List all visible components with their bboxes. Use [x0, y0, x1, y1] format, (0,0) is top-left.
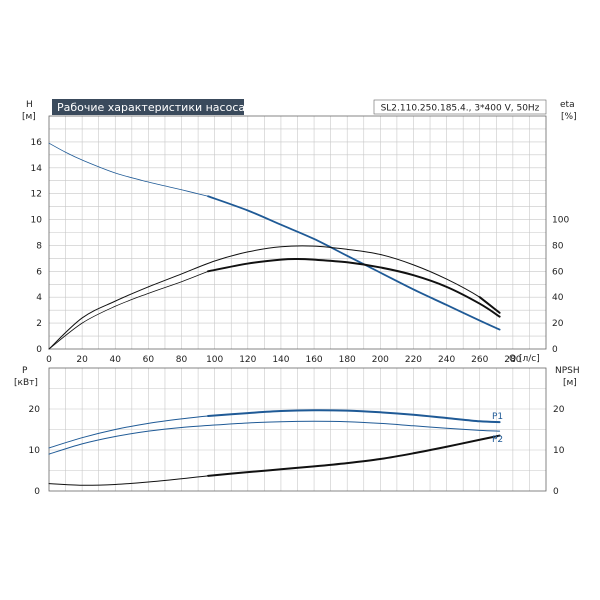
y-left-tick-label: 0	[36, 345, 42, 355]
y-left-label-bottom-1: P	[22, 366, 28, 376]
x-tick-label: 40	[110, 355, 122, 365]
y-left-tick-label: 6	[36, 267, 42, 277]
top-grid	[49, 116, 546, 349]
y-right-label-bottom-2: [м]	[563, 378, 577, 388]
x-tick-label: 240	[438, 355, 455, 365]
chart-title: Рабочие характеристики насоса	[52, 99, 245, 115]
y-right-tick-label: 60	[552, 267, 564, 277]
top-series	[48, 142, 501, 350]
y-left-tick-label: 12	[31, 190, 42, 200]
x-tick-label: 160	[305, 355, 322, 365]
series-label-p2: P2	[492, 435, 503, 445]
model-text: SL2.110.250.185.4., 3*400 V, 50Hz	[381, 104, 540, 114]
y-left-tick-label: 2	[36, 319, 42, 329]
title-text: Рабочие характеристики насоса	[57, 101, 245, 114]
x-tick-label: 20	[76, 355, 88, 365]
p-tick-label: 10	[29, 446, 41, 456]
series-line-NPSH-duty	[207, 434, 501, 477]
y-right-tick-label: 0	[552, 345, 558, 355]
bottom-series	[48, 409, 501, 486]
top-plot-frame	[48, 115, 547, 350]
npsh-tick-label: 0	[553, 487, 559, 497]
model-box	[373, 99, 547, 115]
x-tick-label: 140	[272, 355, 289, 365]
x-tick-label: 100	[206, 355, 223, 365]
y-right-label-top-1: eta	[560, 100, 575, 110]
series-line-NPSH	[48, 435, 501, 486]
npsh-tick-label: 20	[553, 405, 565, 415]
y-left-label-top-2: [м]	[22, 112, 36, 122]
series-line-eta-outer	[48, 245, 501, 350]
y-right-label-bottom-1: NPSH	[555, 366, 580, 376]
model-label: SL2.110.250.185.4., 3*400 V, 50Hz	[373, 99, 547, 115]
bottom-ticks: 0 10 20 0 10 20	[29, 405, 565, 497]
y-left-tick-label: 10	[31, 216, 43, 226]
y-left-label-bottom-2: [кВт]	[14, 378, 38, 388]
series-line-eta-inner-thick	[207, 258, 501, 318]
y-right-tick-label: 40	[552, 293, 564, 303]
y-right-tick-label: 80	[552, 241, 564, 251]
series-line-P1-duty	[207, 409, 501, 424]
x-axis-label: Q [л/с]	[509, 354, 540, 364]
y-right-tick-label: 20	[552, 319, 564, 329]
y-right-label-top-2: [%]	[561, 112, 577, 122]
p-tick-label: 0	[34, 487, 40, 497]
x-tick-label: 200	[372, 355, 389, 365]
x-tick-label: 180	[339, 355, 356, 365]
y-right-tick-label: 100	[552, 216, 569, 226]
y-left-tick-label: 14	[31, 164, 43, 174]
title-background	[52, 99, 244, 115]
x-tick-label: 280	[504, 355, 521, 365]
x-tick-label: 260	[471, 355, 488, 365]
p-tick-label: 20	[29, 405, 41, 415]
x-tick-label: 60	[143, 355, 155, 365]
top-ticks: 0 20 40 60 80 100 120 140 160 180 200 220 240 260 2800…	[31, 138, 570, 365]
series-line-P2	[48, 420, 501, 455]
x-tick-label: 120	[239, 355, 256, 365]
series-line-eta-inner-thin	[48, 270, 209, 350]
y-left-tick-label: 8	[36, 241, 42, 251]
npsh-tick-label: 10	[553, 446, 565, 456]
bottom-plot-frame	[48, 367, 547, 492]
x-tick-label: 220	[405, 355, 422, 365]
y-left-tick-label: 4	[36, 293, 42, 303]
series-line-H-thin	[48, 142, 209, 197]
y-left-tick-label: 16	[31, 138, 43, 148]
x-tick-label: 0	[46, 355, 52, 365]
series-label-p1: P1	[492, 412, 503, 422]
x-tick-label: 80	[176, 355, 188, 365]
y-left-label-top-1: H	[26, 100, 33, 110]
series-line-eta-outer-end	[478, 296, 501, 314]
